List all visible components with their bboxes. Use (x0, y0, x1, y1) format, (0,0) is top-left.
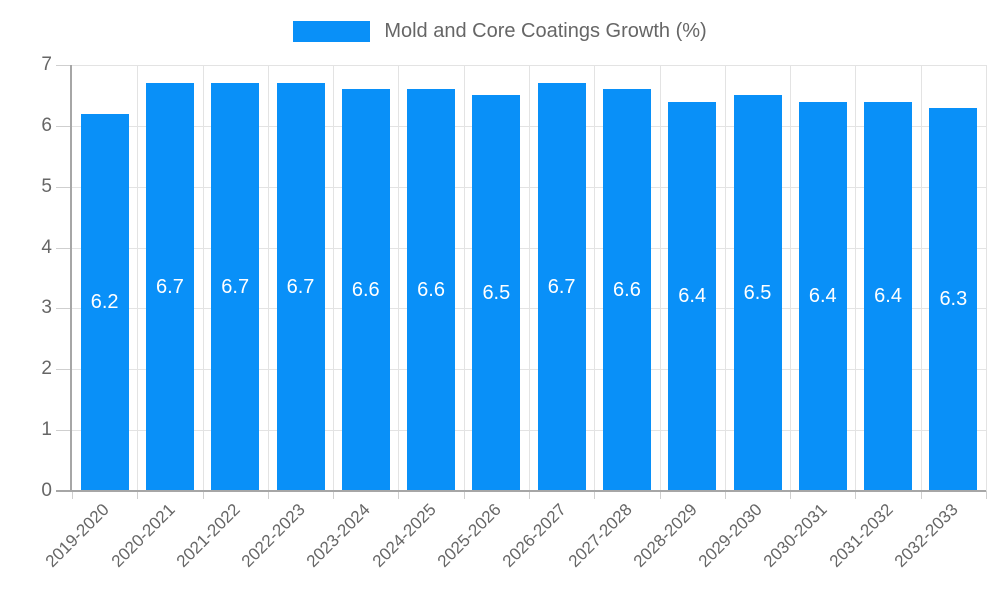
bar-2026-2027 (537, 83, 586, 491)
x-axis-label: 2025-2026 (433, 500, 505, 571)
x-tick (398, 491, 399, 499)
y-axis-line (70, 65, 72, 491)
x-gridline (986, 65, 987, 491)
x-tick (725, 491, 726, 499)
bar-2023-2024 (341, 89, 390, 491)
y-axis-label: 4 (41, 237, 52, 258)
x-axis-label: 2032-2033 (890, 500, 962, 571)
x-axis-label: 2027-2028 (564, 500, 636, 571)
y-axis-label: 2 (41, 358, 52, 379)
x-gridline (725, 65, 726, 491)
bar-2027-2028 (602, 89, 651, 491)
y-tick (56, 65, 72, 66)
y-axis-label: 7 (41, 54, 52, 75)
bar-value-label: 6.4 (808, 285, 837, 308)
bar-value-label: 6.7 (286, 276, 315, 299)
x-gridline (594, 65, 595, 491)
y-tick (56, 187, 72, 188)
y-axis-label: 1 (41, 419, 52, 440)
x-axis-label: 2026-2027 (499, 500, 571, 571)
bar-value-label: 6.6 (417, 279, 445, 302)
x-gridline (921, 65, 922, 491)
bar-2028-2029 (668, 101, 717, 491)
bar-2021-2022 (211, 83, 260, 491)
x-gridline (203, 65, 204, 491)
x-tick (921, 491, 922, 499)
x-tick (137, 491, 138, 499)
legend-swatch (293, 21, 371, 42)
bar-2020-2021 (145, 83, 194, 491)
y-tick (56, 248, 72, 249)
x-tick (464, 491, 465, 499)
x-axis-label: 2023-2024 (303, 500, 375, 571)
bar-value-label: 6.6 (351, 279, 380, 302)
x-axis-label: 2020-2021 (107, 500, 179, 571)
x-axis-label: 2029-2030 (695, 500, 766, 571)
x-gridline (333, 65, 334, 491)
bar-value-label: 6.4 (874, 285, 902, 308)
bar-value-label: 6.5 (743, 282, 772, 305)
x-tick (72, 491, 73, 499)
x-tick (333, 491, 334, 499)
y-tick (56, 430, 72, 431)
x-tick (790, 491, 791, 499)
bar-2019-2020 (80, 113, 129, 491)
x-gridline (855, 65, 856, 491)
x-gridline (529, 65, 530, 491)
x-tick (268, 491, 269, 499)
y-axis-label: 5 (41, 176, 52, 197)
x-axis-label: 2024-2025 (368, 500, 440, 571)
x-tick (594, 491, 595, 499)
bar-value-label: 6.7 (221, 276, 250, 299)
y-axis-label: 6 (41, 115, 52, 136)
y-tick (56, 369, 72, 370)
x-gridline (790, 65, 791, 491)
bar-2024-2025 (407, 89, 456, 491)
bar-2031-2032 (864, 101, 913, 491)
bar-value-label: 6.7 (547, 276, 576, 299)
x-tick (855, 491, 856, 499)
x-axis-label: 2019-2020 (42, 500, 114, 571)
bar-2025-2026 (472, 95, 521, 491)
bar-2029-2030 (733, 95, 782, 491)
x-tick (660, 491, 661, 499)
bar-value-label: 6.3 (939, 288, 968, 311)
y-tick (56, 308, 72, 309)
y-axis-label: 0 (41, 480, 52, 501)
bar-2030-2031 (798, 101, 847, 491)
y-tick (56, 126, 72, 127)
bar-value-label: 6.4 (678, 285, 707, 308)
bar-value-label: 6.7 (156, 276, 184, 299)
bar-value-label: 6.5 (482, 282, 511, 305)
x-axis-line (56, 490, 986, 492)
chart-legend[interactable]: Mold and Core Coatings Growth (%) (0, 20, 1000, 43)
bar-value-label: 6.6 (613, 279, 641, 302)
legend-title: Mold and Core Coatings Growth (%) (384, 20, 707, 42)
x-gridline (660, 65, 661, 491)
x-axis-label: 2022-2023 (238, 500, 309, 571)
x-gridline (268, 65, 269, 491)
bar-2032-2033 (929, 107, 978, 491)
x-gridline (398, 65, 399, 491)
x-axis-label: 2031-2032 (825, 500, 897, 571)
bar-2022-2023 (276, 83, 325, 491)
x-axis-label: 2028-2029 (629, 500, 701, 571)
x-tick (529, 491, 530, 499)
x-axis-label: 2021-2022 (172, 500, 244, 571)
x-tick (203, 491, 204, 499)
x-tick (986, 491, 987, 499)
x-gridline (137, 65, 138, 491)
x-gridline (464, 65, 465, 491)
bar-value-label: 6.2 (90, 291, 119, 314)
x-axis-label: 2030-2031 (760, 500, 832, 571)
y-axis-label: 3 (41, 297, 52, 318)
